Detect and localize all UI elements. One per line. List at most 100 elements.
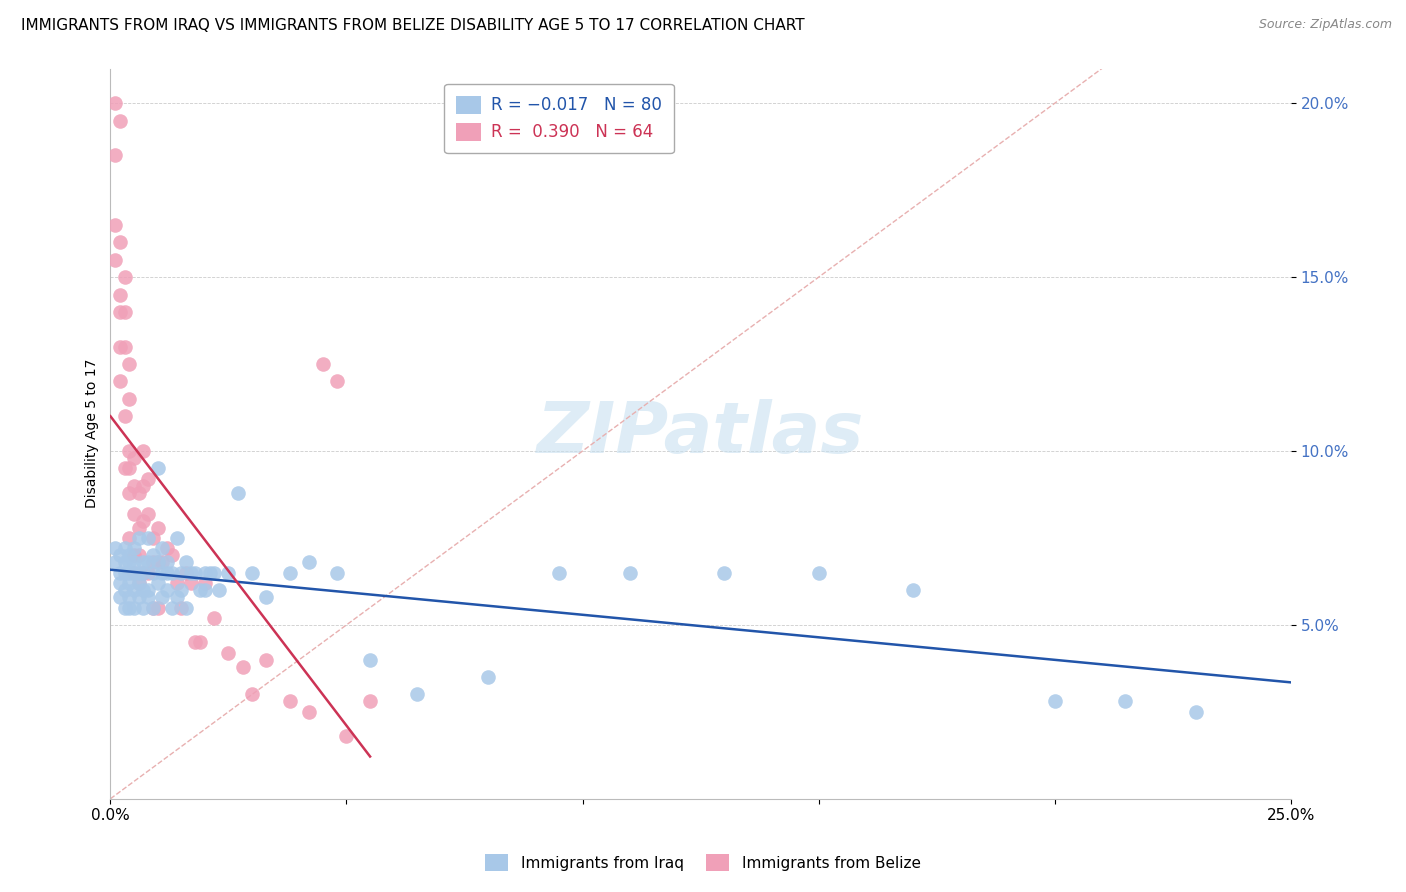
Point — [108, 287, 131, 301]
Point — [108, 305, 131, 319]
Point — [104, 96, 127, 111]
Point — [108, 113, 131, 128]
Point — [166, 576, 188, 591]
Point — [132, 600, 155, 615]
Point — [713, 566, 735, 580]
Point — [146, 555, 169, 569]
Point — [254, 590, 277, 604]
Point — [118, 531, 141, 545]
Point — [240, 688, 263, 702]
Point — [132, 514, 155, 528]
Point — [118, 555, 141, 569]
Point — [108, 375, 131, 389]
Point — [477, 670, 499, 684]
Point — [202, 611, 225, 625]
Point — [128, 566, 150, 580]
Point — [114, 566, 136, 580]
Point — [108, 340, 131, 354]
Point — [132, 479, 155, 493]
Point — [118, 576, 141, 591]
Y-axis label: Disability Age 5 to 17: Disability Age 5 to 17 — [86, 359, 100, 508]
Legend: R = −0.017   N = 80, R =  0.390   N = 64: R = −0.017 N = 80, R = 0.390 N = 64 — [444, 84, 673, 153]
Point — [150, 590, 173, 604]
Point — [128, 485, 150, 500]
Point — [114, 541, 136, 556]
Point — [114, 340, 136, 354]
Point — [136, 472, 159, 486]
Point — [194, 583, 217, 598]
Point — [142, 555, 165, 569]
Point — [217, 646, 239, 660]
Point — [146, 555, 169, 569]
Point — [108, 235, 131, 250]
Point — [278, 694, 301, 708]
Point — [160, 566, 183, 580]
Point — [128, 520, 150, 534]
Point — [254, 653, 277, 667]
Point — [150, 555, 173, 569]
Point — [142, 531, 165, 545]
Point — [122, 541, 145, 556]
Point — [108, 549, 131, 563]
Point — [128, 590, 150, 604]
Point — [142, 600, 165, 615]
Point — [122, 555, 145, 569]
Point — [108, 566, 131, 580]
Point — [118, 392, 141, 406]
Point — [156, 583, 179, 598]
Text: Source: ZipAtlas.com: Source: ZipAtlas.com — [1258, 18, 1392, 31]
Point — [132, 566, 155, 580]
Point — [298, 555, 321, 569]
Point — [114, 270, 136, 285]
Point — [132, 566, 155, 580]
Point — [142, 600, 165, 615]
Point — [194, 566, 217, 580]
Point — [298, 705, 321, 719]
Point — [122, 583, 145, 598]
Point — [226, 485, 249, 500]
Point — [142, 566, 165, 580]
Point — [901, 583, 924, 598]
Point — [359, 694, 381, 708]
Point — [114, 409, 136, 424]
Point — [122, 450, 145, 465]
Text: ZIPatlas: ZIPatlas — [537, 399, 865, 468]
Point — [807, 566, 830, 580]
Point — [312, 357, 335, 371]
Point — [160, 600, 183, 615]
Point — [174, 566, 197, 580]
Point — [198, 566, 221, 580]
Point — [104, 555, 127, 569]
Point — [136, 507, 159, 521]
Point — [184, 566, 207, 580]
Point — [118, 600, 141, 615]
Point — [146, 600, 169, 615]
Point — [132, 444, 155, 458]
Point — [118, 461, 141, 475]
Point — [548, 566, 571, 580]
Point — [208, 583, 231, 598]
Point — [232, 659, 254, 673]
Point — [122, 566, 145, 580]
Point — [118, 357, 141, 371]
Point — [1043, 694, 1066, 708]
Point — [104, 218, 127, 232]
Point — [114, 461, 136, 475]
Point — [146, 520, 169, 534]
Point — [170, 566, 193, 580]
Point — [146, 461, 169, 475]
Point — [335, 729, 357, 743]
Point — [160, 549, 183, 563]
Point — [136, 566, 159, 580]
Point — [104, 541, 127, 556]
Point — [108, 576, 131, 591]
Point — [114, 305, 136, 319]
Point — [132, 583, 155, 598]
Point — [122, 549, 145, 563]
Point — [180, 566, 202, 580]
Point — [122, 479, 145, 493]
Point — [174, 555, 197, 569]
Point — [194, 576, 217, 591]
Point — [1185, 705, 1208, 719]
Point — [174, 600, 197, 615]
